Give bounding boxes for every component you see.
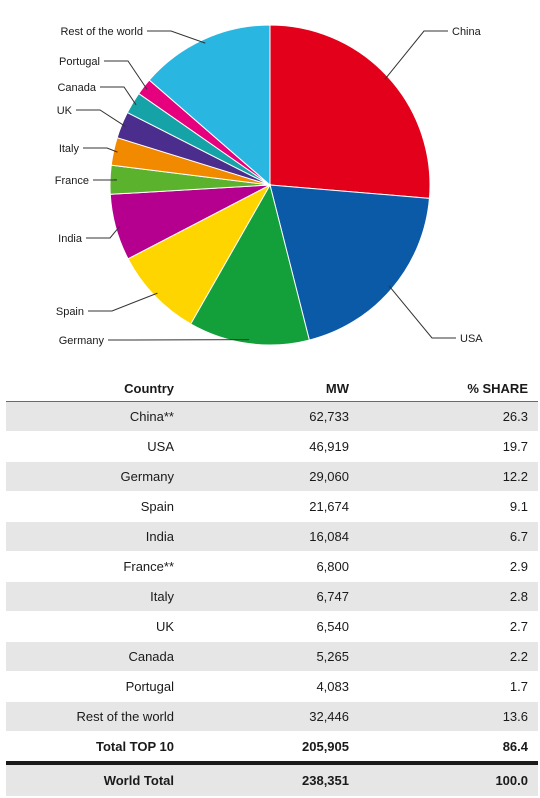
pie-chart: China USA Germany Spain India France Italy UK Ca… <box>0 0 540 360</box>
pie-label-china: China <box>452 26 482 38</box>
leader-line-portugal <box>104 60 148 90</box>
cell-share: 2.9 <box>359 551 538 582</box>
pie-leader-lines <box>76 30 456 341</box>
pie-label-canada: Canada <box>57 82 96 94</box>
pie-label-usa: USA <box>460 333 483 345</box>
pie-label-uk: UK <box>57 105 73 117</box>
table-row: Portugal 4,083 1.7 <box>6 671 538 702</box>
cell-share: 19.7 <box>359 431 538 462</box>
cell-country: UK <box>6 611 184 642</box>
table-row: Rest of the world 32,446 13.6 <box>6 701 538 732</box>
header-country: Country <box>6 376 184 402</box>
cell-mw: 4,083 <box>184 671 359 702</box>
pie-label-germany: Germany <box>59 335 105 347</box>
table-row: USA 46,919 19.7 <box>6 431 538 462</box>
cell-share: 26.3 <box>359 401 538 432</box>
world-total-row: World Total 238,351 100.0 <box>6 763 538 796</box>
pie-slice-china <box>269 24 431 199</box>
pie-label-india: India <box>58 233 83 245</box>
table-row: UK 6,540 2.7 <box>6 611 538 642</box>
total-top10-label: Total TOP 10 <box>6 731 184 765</box>
capacity-table: Country MW % SHARE China** 62,733 26.3 U… <box>6 376 538 796</box>
cell-share: 2.8 <box>359 581 538 612</box>
leader-line-spain <box>88 292 158 312</box>
leader-line-italy <box>83 147 118 153</box>
world-total-label: World Total <box>6 763 184 796</box>
cell-mw: 46,919 <box>184 431 359 462</box>
total-top10-mw: 205,905 <box>184 731 359 765</box>
cell-share: 9.1 <box>359 491 538 522</box>
cell-mw: 6,540 <box>184 611 359 642</box>
cell-share: 1.7 <box>359 671 538 702</box>
table-row: China** 62,733 26.3 <box>6 401 538 432</box>
cell-mw: 32,446 <box>184 701 359 732</box>
cell-share: 13.6 <box>359 701 538 732</box>
cell-mw: 62,733 <box>184 401 359 432</box>
header-share: % SHARE <box>359 376 538 402</box>
world-total-share: 100.0 <box>359 763 538 796</box>
pie-slices <box>109 24 431 346</box>
cell-mw: 6,800 <box>184 551 359 582</box>
cell-country: USA <box>6 431 184 462</box>
cell-share: 6.7 <box>359 521 538 552</box>
leader-line-rest-of-the-world <box>147 30 206 44</box>
cell-country: Germany <box>6 461 184 492</box>
table-row: Canada 5,265 2.2 <box>6 641 538 672</box>
cell-share: 2.7 <box>359 611 538 642</box>
cell-country: India <box>6 521 184 552</box>
cell-country: Spain <box>6 491 184 522</box>
cell-country: Italy <box>6 581 184 612</box>
leader-line-usa <box>388 285 456 339</box>
pie-chart-svg: China USA Germany Spain India France Italy UK Ca… <box>55 24 484 347</box>
pie-label-portugal: Portugal <box>59 56 100 68</box>
cell-mw: 5,265 <box>184 641 359 672</box>
cell-share: 2.2 <box>359 641 538 672</box>
leader-line-india <box>86 226 120 239</box>
pie-label-france: France <box>55 175 89 187</box>
pie-label-spain: Spain <box>56 306 84 318</box>
table-row: India 16,084 6.7 <box>6 521 538 552</box>
cell-mw: 6,747 <box>184 581 359 612</box>
world-total-mw: 238,351 <box>184 763 359 796</box>
table-row: France** 6,800 2.9 <box>6 551 538 582</box>
pie-slice-usa <box>269 184 430 341</box>
cell-country: Canada <box>6 641 184 672</box>
cell-country: China** <box>6 401 184 432</box>
table-row: Spain 21,674 9.1 <box>6 491 538 522</box>
pie-label-italy: Italy <box>59 143 80 155</box>
pie-label-rest-of-the-world: Rest of the world <box>60 26 143 38</box>
cell-mw: 16,084 <box>184 521 359 552</box>
leader-line-china <box>384 30 448 80</box>
pie-slice-germany <box>189 183 310 346</box>
capacity-table-grid: Country MW % SHARE China** 62,733 26.3 U… <box>6 376 538 796</box>
pie-slice-spain <box>127 183 272 325</box>
table-row: Italy 6,747 2.8 <box>6 581 538 612</box>
total-top10-row: Total TOP 10 205,905 86.4 <box>6 731 538 765</box>
cell-country: France** <box>6 551 184 582</box>
cell-country: Portugal <box>6 671 184 702</box>
cell-country: Rest of the world <box>6 701 184 732</box>
pie-labels: China USA Germany Spain India France Italy UK Ca… <box>55 26 484 347</box>
cell-mw: 21,674 <box>184 491 359 522</box>
cell-share: 12.2 <box>359 461 538 492</box>
leader-line-canada <box>100 86 137 106</box>
cell-mw: 29,060 <box>184 461 359 492</box>
table-header-row: Country MW % SHARE <box>6 376 538 402</box>
header-mw: MW <box>184 376 359 402</box>
total-top10-share: 86.4 <box>359 731 538 765</box>
pie-slice-rest-of-the-world <box>148 24 271 187</box>
table-row: Germany 29,060 12.2 <box>6 461 538 492</box>
leader-line-uk <box>76 109 126 127</box>
